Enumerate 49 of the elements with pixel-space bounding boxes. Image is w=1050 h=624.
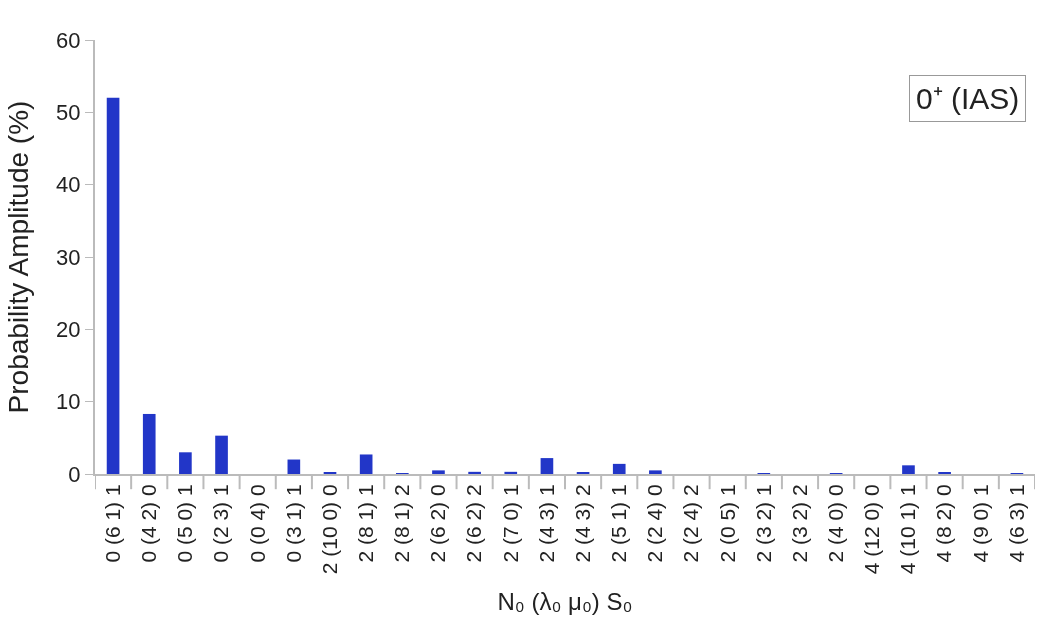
bar [649,470,662,474]
bar [902,465,915,474]
x-tick-label: 0 (3 1) 1 [281,484,305,563]
annotation: 0⁺ (IAS) [916,82,1020,115]
y-tick-label: 0 [68,461,81,487]
x-tick-label: 4 (9 0) 1 [968,484,992,563]
x-tick-label: 2 (4 3) 2 [570,484,594,563]
x-axis-title: N₀ (λ₀ μ₀) S₀ [497,588,633,616]
x-tick-label: 4 (10 1) 1 [896,484,920,575]
bar [287,459,301,474]
x-tick-label: 2 (4 3) 1 [534,484,558,563]
x-tick-label: 2 (3 2) 1 [751,484,775,563]
y-tick-label: 40 [56,172,81,198]
x-tick-label: 0 (0 4) 0 [245,484,269,563]
x-tick-label: 0 (6 1) 1 [100,484,124,563]
x-tick-label: 2 (4 0) 0 [823,484,847,563]
y-tick-label: 50 [56,100,81,126]
bar [612,463,626,474]
x-tick-label: 2 (5 1) 1 [607,484,631,563]
bar [179,452,192,474]
x-tick-label: 4 (12 0) 0 [860,484,884,575]
y-tick-label: 60 [56,27,81,53]
x-tick-label: 2 (6 2) 2 [462,484,486,563]
bar [432,470,445,474]
x-tick-label: 2 (10 0) 0 [317,484,341,575]
bar [106,97,120,474]
y-tick-label: 20 [56,317,81,343]
x-tick-label: 2 (8 1) 1 [353,484,377,563]
bar [215,435,228,474]
x-tick-label: 0 (2 3) 1 [209,484,233,563]
x-tick-label: 2 (0 5) 1 [715,484,739,563]
bar [540,458,554,474]
x-tick-label: 2 (7 0) 1 [498,484,522,563]
bar [142,413,156,474]
x-tick-label: 2 (3 2) 2 [787,484,811,563]
bar [359,454,373,474]
x-tick-label: 2 (2 4) 0 [643,484,667,563]
x-tick-label: 2 (2 4) 2 [679,484,703,563]
bar [504,471,518,474]
x-tick-label: 2 (6 2) 0 [426,484,450,563]
x-tick-label: 0 (4 2) 0 [137,484,161,563]
y-tick-label: 10 [56,389,81,415]
y-tick-label: 30 [56,244,81,270]
y-axis-title: Probability Amplitude (%) [3,100,34,414]
x-tick-label: 4 (8 2) 0 [932,484,956,563]
x-tick-label: 0 (5 0) 1 [173,484,197,563]
x-tick-label: 2 (8 1) 2 [390,484,414,563]
x-tick-label: 4 (6 3) 1 [1004,484,1028,563]
bar [468,471,481,474]
